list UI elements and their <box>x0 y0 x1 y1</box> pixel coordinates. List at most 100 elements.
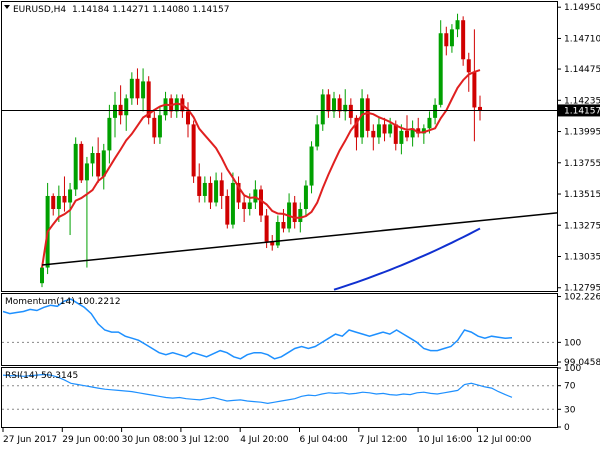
momentum-tick-label: 102.2267 <box>564 293 600 303</box>
candle-body <box>253 189 258 203</box>
candle-body <box>163 98 168 116</box>
price-tick-label: 1.14475 <box>564 65 600 75</box>
price-tick-label: 1.13275 <box>564 221 600 231</box>
candle-body <box>303 185 308 209</box>
candle-body <box>96 153 101 177</box>
candle-body <box>478 106 482 111</box>
price-tick-label: 1.13995 <box>564 128 600 138</box>
candle-body <box>376 124 381 138</box>
rsi-axis: 100 70 30 0 <box>557 364 581 433</box>
candle-body <box>399 130 404 144</box>
momentum-title: Momentum(14) 100.2212 <box>5 297 121 307</box>
candle-body <box>382 124 387 134</box>
candle-body <box>433 104 438 118</box>
candle-body <box>124 98 129 116</box>
price-axis: 1.14950 1.14710 1.14475 1.14235 1.13995 1.137… <box>557 3 600 294</box>
candle-body <box>236 182 241 203</box>
time-tick-label: 30 Jun 08:00 <box>122 435 179 445</box>
candle-body <box>90 153 95 164</box>
candle-body <box>208 182 213 203</box>
candle-body <box>360 98 365 138</box>
candle-body <box>292 202 297 223</box>
candle-body <box>157 115 162 138</box>
candle-body <box>410 128 415 138</box>
candle-body <box>230 182 235 225</box>
candle-body <box>247 202 252 209</box>
rsi-tick-label: 100 <box>564 364 581 374</box>
candle-body <box>455 20 460 30</box>
candle-body <box>214 180 219 203</box>
candle-body <box>461 20 466 60</box>
candle-body <box>332 98 336 112</box>
time-tick-label: 7 Jul 12:00 <box>359 435 408 445</box>
time-axis: 27 Jun 2017 29 Jun 00:00 30 Jun 08:00 3 Jul… <box>2 427 532 445</box>
price-tick-label: 1.13755 <box>564 159 600 169</box>
time-tick-label: 6 Jul 04:00 <box>300 435 349 445</box>
candle-body <box>343 104 348 112</box>
rsi-title: RSI(14) 50.3145 <box>5 371 78 381</box>
price-tick-label: 1.14710 <box>564 34 600 44</box>
candle-body <box>298 208 303 223</box>
price-tick-label: 1.12795 <box>564 284 600 294</box>
slow-moving-average-line <box>333 227 481 291</box>
candle-body <box>315 124 320 147</box>
candle-body <box>466 59 471 73</box>
momentum-tick-label: 99.0458 <box>564 358 600 368</box>
price-panel-frame <box>1 1 558 292</box>
candle-body <box>472 72 477 108</box>
candle-body <box>405 130 409 138</box>
time-tick-label: 10 Jul 16:00 <box>418 435 472 445</box>
current-price-box <box>557 104 600 117</box>
candle-body <box>416 128 421 134</box>
candle-body <box>264 215 269 242</box>
candle-body <box>371 130 376 138</box>
candle-body <box>309 146 314 186</box>
candle-body <box>365 98 370 131</box>
candle-body <box>326 94 331 112</box>
rsi-tick-label: 0 <box>564 423 570 433</box>
candle-body <box>225 195 230 225</box>
candle-body <box>337 98 342 112</box>
time-tick-label: 12 Jul 00:00 <box>477 435 531 445</box>
dropdown-triangle-icon[interactable] <box>4 5 10 9</box>
candle-body <box>191 124 196 177</box>
candle-body <box>107 117 112 151</box>
candle-body <box>320 94 325 125</box>
momentum-series <box>2 298 513 360</box>
candle-body <box>427 117 432 129</box>
candle-body <box>51 195 56 209</box>
candle-body <box>438 33 443 105</box>
candle-body <box>84 163 89 181</box>
rsi-tick-label: 30 <box>564 405 576 415</box>
candle-body <box>354 117 359 138</box>
time-tick-label: 4 Jul 20:00 <box>240 435 289 445</box>
candle-body <box>388 124 393 134</box>
price-tick-label: 1.14950 <box>564 3 600 13</box>
candle-body <box>56 195 61 209</box>
candle-body <box>40 267 44 284</box>
candle-body <box>146 81 151 118</box>
rsi-panel-frame <box>1 367 558 428</box>
rsi-line <box>2 373 513 405</box>
time-tick-label: 29 Jun 00:00 <box>62 435 119 445</box>
candle-body <box>174 98 179 112</box>
price-tick-label: 1.13515 <box>564 190 600 200</box>
candle-body <box>275 222 280 246</box>
candle-body <box>62 195 67 203</box>
candle-body <box>141 81 146 99</box>
moving-average-line <box>41 69 481 268</box>
candle-body <box>449 29 454 47</box>
candle-body <box>79 143 84 181</box>
candle-body <box>393 124 398 144</box>
candle-body <box>129 78 134 99</box>
rsi-tick-label: 70 <box>564 382 576 392</box>
candle-body <box>197 176 202 196</box>
momentum-panel-frame <box>1 293 558 366</box>
header-ohlc: 1.14184 1.14271 1.14080 1.14157 <box>72 5 229 15</box>
current-price-label: 1.14157 <box>564 106 600 116</box>
time-tick-label: 3 Jul 12:00 <box>181 435 230 445</box>
candle-body <box>101 150 106 177</box>
header-symbol: EURUSD,H4 <box>13 5 66 15</box>
